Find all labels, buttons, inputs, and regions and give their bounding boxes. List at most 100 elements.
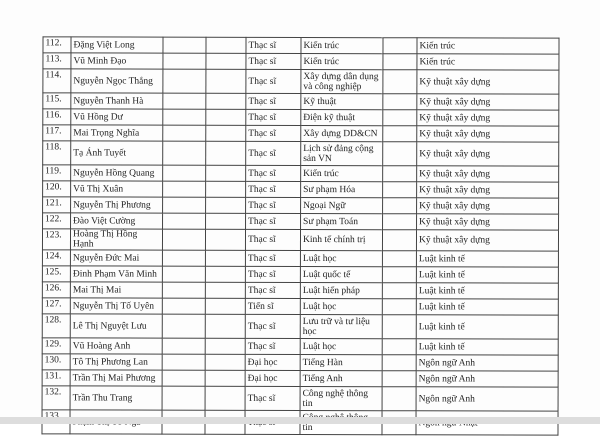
empty-cell	[205, 141, 246, 166]
major-cell: Kiến trúc	[300, 165, 383, 182]
empty-cell	[162, 53, 206, 70]
empty-cell	[162, 69, 206, 94]
major-cell: Lịch sử đảng cộng sản VN	[300, 141, 383, 166]
degree-cell: Thạc sĩ	[245, 165, 301, 182]
major-cell: Sư phạm Toán	[300, 213, 383, 230]
field-cell: Ngôn ngữ Anh	[416, 386, 559, 412]
empty-cell	[382, 53, 417, 70]
empty-cell	[162, 165, 206, 182]
person-name: Nguyễn Hồng Quang	[70, 164, 163, 182]
major-cell: Công nghệ thông tin	[300, 386, 383, 411]
empty-cell	[162, 338, 206, 355]
degree-cell: Thạc sĩ	[245, 213, 301, 230]
major-cell: Xây dựng DD&CN	[300, 125, 383, 142]
person-name: Đinh Phạm Văn Minh	[70, 265, 163, 283]
major-cell: Luật hiến pháp	[300, 282, 383, 299]
degree-cell: Thạc sĩ	[245, 37, 302, 54]
degree-cell: Thạc sĩ	[245, 250, 301, 267]
empty-cell	[382, 165, 417, 182]
field-cell: Ngôn ngữ Anh	[416, 370, 559, 388]
field-cell: Kỹ thuật xây dựng	[416, 197, 559, 215]
major-cell: Kiến trúc	[300, 37, 384, 54]
row-number: 117.	[42, 124, 71, 141]
table-row: 124. Nguyễn Đức Mai Thạc sĩ Luật học Luật ki…	[42, 249, 559, 268]
person-name: Trần Thu Trang	[70, 385, 163, 411]
empty-cell	[382, 338, 417, 355]
row-number: 116.	[42, 108, 71, 125]
page-footer-edge	[0, 417, 600, 424]
row-number: 121.	[42, 196, 71, 213]
table-row: 118. Tạ Ánh Tuyết Thạc sĩ Lịch sử đảng cộng…	[42, 140, 559, 167]
empty-cell	[162, 298, 206, 315]
field-cell: Kỹ thuật xây dựng	[416, 125, 559, 143]
major-cell: Luật học	[300, 250, 383, 267]
empty-cell	[205, 165, 246, 182]
degree-cell: Đại học	[245, 370, 301, 387]
person-name: Mai Thị Mai	[70, 281, 163, 299]
row-number: 130.	[42, 353, 71, 370]
person-name: Vũ Hoàng Anh	[70, 337, 163, 355]
field-cell: Kiến trúc	[416, 37, 560, 55]
empty-cell	[205, 250, 246, 267]
major-cell: Luật học	[300, 338, 383, 355]
scanned-page: 112. Đặng Việt Long Thạc sĩ Kiến trúc Kiến t…	[0, 36, 600, 436]
empty-cell	[205, 181, 246, 198]
table-row: 116. Vũ Hồng Dư Thạc sĩ Điện kỹ thuật Kỹ thu…	[42, 108, 559, 127]
degree-cell: Thạc sĩ	[245, 125, 301, 142]
empty-cell	[162, 37, 207, 54]
person-name: Nguyễn Thị Tố Uyên	[70, 297, 163, 315]
person-name: Trần Thị Mai Phương	[70, 369, 163, 387]
empty-cell	[205, 370, 246, 387]
table-row: 123. Hoàng Thị Hồng Hạnh Thạc sĩ Kinh tế ch…	[42, 228, 559, 252]
empty-cell	[382, 109, 417, 126]
degree-cell: Tiến sĩ	[245, 298, 301, 315]
major-cell: Luật quốc tế	[300, 266, 383, 283]
degree-cell: Thạc sĩ	[245, 109, 301, 126]
degree-cell: Thạc sĩ	[245, 229, 301, 251]
row-number: 115.	[42, 92, 71, 109]
table-row: 115. Nguyễn Thanh Hà Thạc sĩ Kỹ thuật Kỹ thu…	[42, 92, 559, 111]
empty-cell	[382, 197, 417, 214]
degree-cell: Thạc sĩ	[245, 69, 301, 94]
major-cell: Sư phạm Hóa	[300, 181, 383, 198]
empty-cell	[205, 125, 246, 142]
row-number: 114.	[42, 68, 71, 93]
person-name: Nguyễn Thị Phương	[70, 196, 163, 214]
field-cell: Kỹ thuật xây dựng	[416, 93, 559, 111]
row-number: 126.	[42, 281, 71, 298]
major-cell: Kinh tế chính trị	[300, 229, 383, 251]
empty-cell	[162, 93, 206, 110]
empty-cell	[162, 141, 206, 166]
empty-cell	[382, 125, 417, 142]
table-row: 112. Đặng Việt Long Thạc sĩ Kiến trúc Kiến t…	[42, 36, 560, 55]
field-cell: Luật kinh tế	[416, 250, 559, 268]
field-cell: Kỹ thuật xây dựng	[416, 141, 559, 167]
table-row: 129. Vũ Hoàng Anh Thạc sĩ Luật học Luật kinh…	[42, 337, 559, 356]
table-row: 126. Mai Thị Mai Thạc sĩ Luật hiến pháp Luật…	[42, 281, 559, 300]
person-name: Hoàng Thị Hồng Hạnh	[70, 228, 163, 251]
table-row: 130. Tô Thị Phương Lan Đại học Tiếng Hàn Ngô…	[42, 353, 559, 372]
empty-cell	[382, 93, 417, 110]
degree-cell: Thạc sĩ	[245, 386, 301, 411]
empty-cell	[382, 181, 417, 198]
empty-cell	[382, 386, 417, 411]
field-cell: Kiến trúc	[416, 53, 559, 71]
row-number: 113.	[42, 52, 71, 69]
row-number: 112.	[42, 36, 72, 53]
degree-cell: Thạc sĩ	[245, 314, 301, 339]
table-row: 119. Nguyễn Hồng Quang Thạc sĩ Kiến trúc Kỹ …	[42, 164, 559, 183]
degree-cell: Thạc sĩ	[245, 197, 301, 214]
empty-cell	[162, 213, 206, 230]
empty-cell	[205, 386, 246, 411]
row-number: 119.	[42, 164, 71, 181]
empty-cell	[162, 386, 206, 411]
empty-cell	[382, 266, 417, 283]
table-row: 114. Nguyễn Ngọc Thắng Thạc sĩ Xây dựng dân…	[42, 68, 559, 95]
empty-cell	[382, 69, 417, 94]
degree-cell: Thạc sĩ	[245, 181, 301, 198]
staff-table: 112. Đặng Việt Long Thạc sĩ Kiến trúc Kiến t…	[41, 36, 560, 436]
major-cell: Kiến trúc	[300, 53, 383, 70]
person-name: Vũ Minh Đạo	[70, 52, 163, 70]
person-name: Nguyễn Đức Mai	[70, 249, 163, 267]
degree-cell: Thạc sĩ	[245, 141, 301, 166]
